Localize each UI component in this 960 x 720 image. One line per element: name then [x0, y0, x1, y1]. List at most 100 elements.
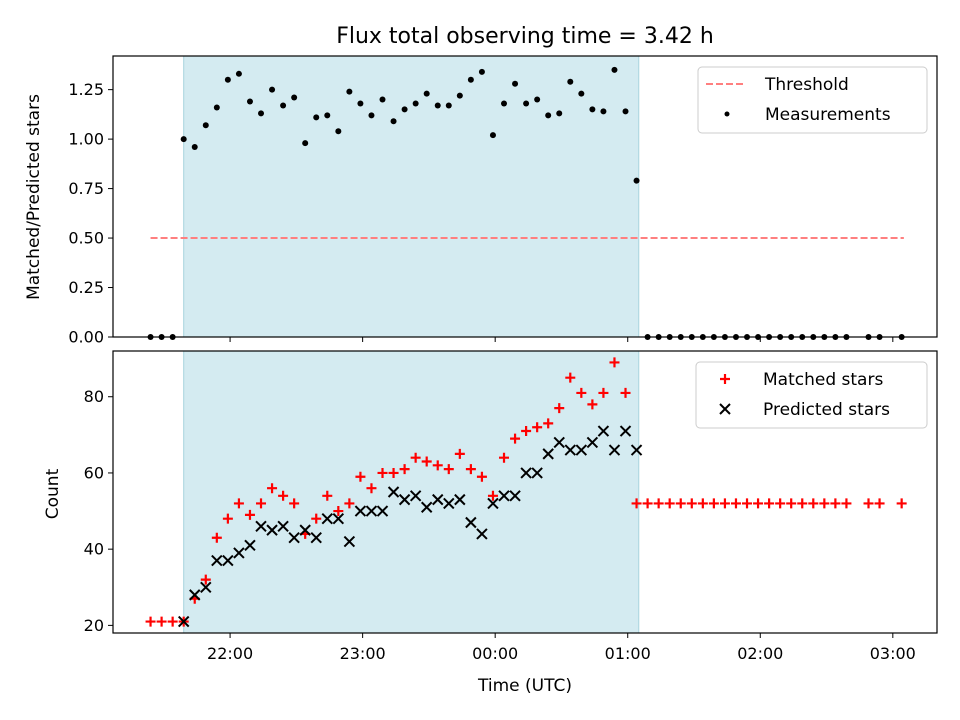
measurement-point: [357, 100, 364, 107]
measurement-point: [589, 106, 596, 113]
predicted-star-point: [343, 535, 356, 548]
y-tick-label: 0.25: [68, 278, 104, 297]
y-tick-label: 60: [84, 463, 104, 482]
matched-star-point: [543, 418, 554, 429]
matched-star-point: [896, 498, 907, 509]
predicted-star-point: [630, 444, 643, 456]
predicted-star-point: [553, 436, 565, 449]
legend-label: Matched stars: [763, 370, 883, 390]
matched-star-point: [256, 498, 267, 509]
predicted-star-point: [597, 425, 610, 437]
predicted-star-point: [608, 444, 621, 456]
x-tick-label: 01:00: [605, 644, 651, 663]
x-axis-label: Time (UTC): [477, 676, 572, 696]
matched-star-point: [465, 464, 476, 475]
predicted-star-point: [288, 532, 300, 544]
shaded-region: [183, 55, 640, 338]
predicted-star-point: [177, 615, 190, 628]
matched-star-point: [476, 471, 487, 482]
matched-star-point: [211, 532, 222, 543]
y-tick-label: 0.00: [68, 328, 104, 347]
measurement-point: [324, 112, 331, 119]
measurement-point: [280, 102, 287, 109]
top-panel-frame: [112, 55, 938, 338]
y-tick-label: 1.00: [68, 130, 104, 149]
measurement-point: [346, 88, 353, 95]
matched-star-point: [499, 452, 510, 463]
matched-star-point: [808, 498, 819, 509]
predicted-star-point: [476, 528, 488, 540]
predicted-star-point: [409, 490, 422, 502]
predicted-star-point: [332, 512, 345, 525]
matched-star-point: [730, 498, 741, 509]
matched-star-point: [830, 498, 841, 509]
legend-marker: [720, 374, 730, 384]
matched-star-point: [719, 498, 730, 509]
predicted-star-point: [255, 520, 267, 533]
measurement-point: [390, 118, 397, 125]
chart-title: Flux total observing time = 3.42 h: [336, 24, 714, 49]
measurement-point: [556, 110, 563, 117]
measurement-point: [235, 70, 242, 77]
measurement-point: [633, 177, 640, 184]
matched-star-point: [554, 403, 565, 414]
measurement-point: [379, 96, 386, 103]
matched-star-point: [620, 387, 631, 398]
bottom-y-axis-label: Count: [43, 468, 63, 519]
matched-star-point: [156, 616, 167, 627]
measurement-point: [456, 92, 463, 99]
measurement-point: [258, 110, 265, 117]
measurement-point: [291, 94, 298, 101]
matched-star-point: [410, 452, 421, 463]
predicted-star-point: [398, 493, 411, 506]
x-tick-label: 00:00: [472, 644, 518, 663]
matched-star-point: [775, 498, 786, 509]
measurement-point: [313, 114, 320, 121]
matched-star-point: [333, 506, 344, 517]
matched-star-point: [443, 464, 454, 475]
matched-star-point: [222, 513, 233, 524]
y-tick-label: 40: [84, 540, 104, 559]
measurement-point: [191, 144, 198, 151]
y-tick-label: 0.75: [68, 179, 104, 198]
measurement-point: [401, 106, 408, 113]
measurement-point: [412, 100, 419, 107]
matched-star-point: [598, 387, 609, 398]
predicted-star-point: [465, 516, 477, 529]
predicted-star-point: [376, 505, 389, 517]
matched-star-point: [167, 616, 178, 627]
matched-star-point: [399, 464, 410, 475]
x-tick-label: 03:00: [870, 644, 916, 663]
legend-marker: [724, 111, 730, 117]
y-tick-label: 80: [84, 387, 104, 406]
matched-star-point: [233, 498, 244, 509]
x-tick-label: 02:00: [737, 644, 783, 663]
matched-star-point: [609, 357, 620, 368]
measurement-point: [180, 136, 187, 143]
matched-star-point: [322, 490, 333, 501]
predicted-star-point: [354, 505, 367, 517]
matched-star-point: [344, 498, 355, 509]
measurement-point: [224, 76, 231, 83]
matched-star-point: [521, 426, 532, 437]
matched-star-point: [311, 513, 322, 524]
matched-star-point: [819, 498, 830, 509]
predicted-star-point: [387, 486, 400, 498]
measurement-point: [368, 112, 375, 119]
measurement-point: [335, 128, 342, 135]
matched-star-point: [289, 498, 300, 509]
predicted-star-point: [487, 497, 499, 510]
predicted-star-point: [586, 436, 599, 449]
predicted-star-point: [365, 505, 378, 517]
matched-star-point: [587, 399, 598, 410]
matched-star-point: [366, 483, 377, 494]
measurement-point: [434, 102, 441, 109]
predicted-star-point: [277, 520, 289, 533]
legend-box: [697, 66, 928, 134]
measurement-point: [501, 100, 508, 107]
measurement-point: [445, 102, 452, 109]
measurement-point: [213, 104, 220, 111]
matched-star-point: [675, 498, 686, 509]
matched-star-point: [708, 498, 719, 509]
predicted-star-point: [520, 467, 532, 479]
